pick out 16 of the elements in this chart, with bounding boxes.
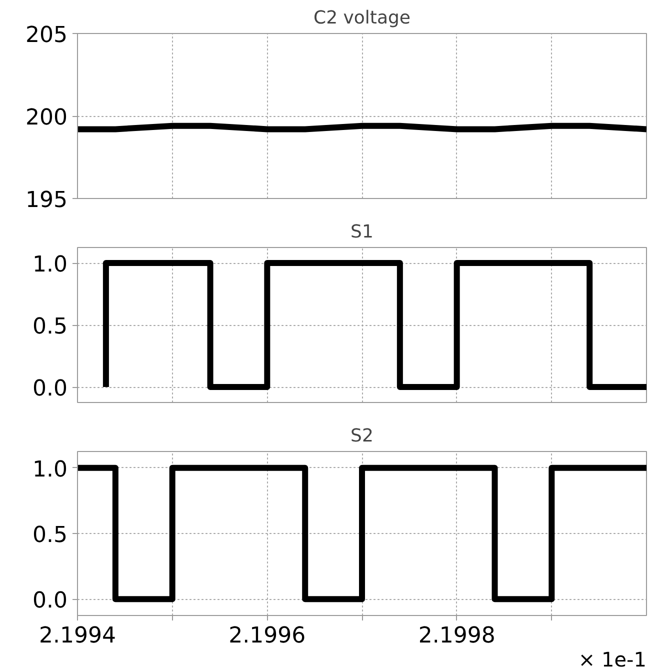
chart-title: C2 voltage — [314, 8, 410, 28]
x-tick-label: 2.1994 — [39, 624, 116, 648]
y-tick-label: 200 — [26, 106, 68, 130]
y-tick-label: 205 — [26, 23, 68, 48]
text: × 1e-1 — [578, 648, 647, 671]
y-tick-label: 1.0 — [32, 252, 68, 278]
y-tick-label: 0.5 — [32, 523, 68, 548]
x-tick-label: 2.1998 — [418, 624, 496, 648]
chart-title: S2 — [350, 426, 374, 446]
chart-title: S1 — [350, 222, 374, 242]
y-tick-label: 0.0 — [32, 588, 68, 614]
y-tick-label: 0.5 — [32, 314, 68, 340]
y-tick-label: 0.0 — [32, 376, 68, 402]
y-tick-label: 195 — [26, 188, 68, 213]
x-tick-label: 2.1996 — [228, 624, 306, 648]
y-tick-label: 1.0 — [32, 457, 68, 482]
